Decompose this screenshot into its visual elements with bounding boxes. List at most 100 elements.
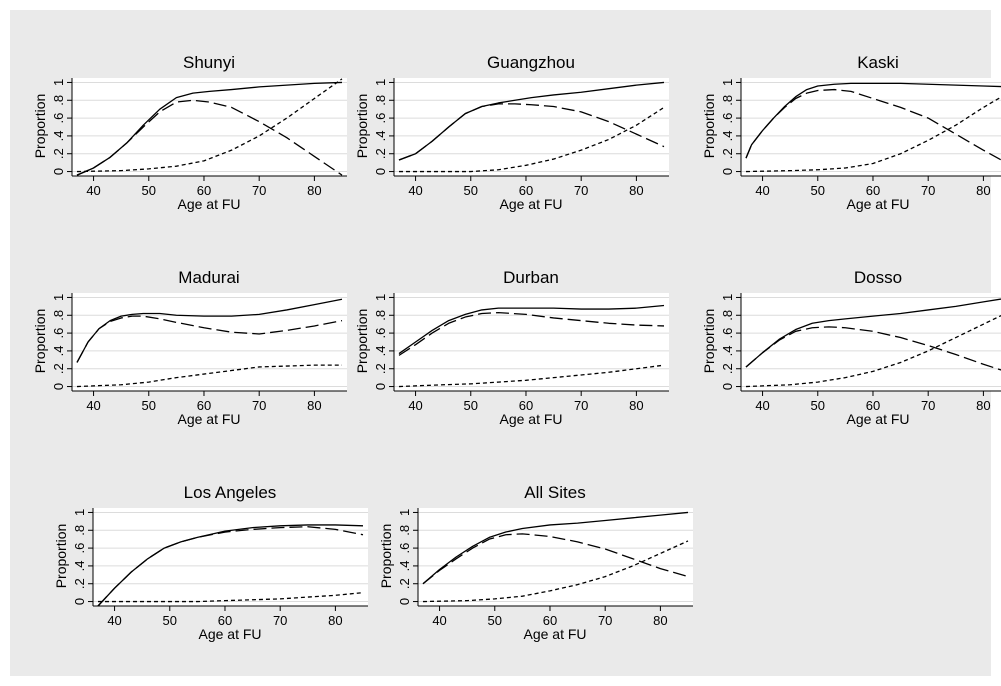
series-line-short-dash (76, 364, 342, 388)
x-axis-label: Age at FU (499, 196, 562, 212)
y-tick-label: .6 (720, 113, 735, 124)
y-tick-label: 0 (72, 598, 87, 605)
y-tick-label: .2 (51, 363, 66, 374)
x-tick-label: 60 (866, 398, 880, 413)
panel-guangzhou: Guangzhou 0 .2 .4 .6 .8 1 40 50 60 70 80 Proportio… (354, 53, 669, 212)
y-tick-label: 1 (373, 294, 388, 301)
x-tick-label: 50 (488, 613, 502, 628)
plot-area: 0 .2 .4 .6 .8 1 40 50 60 70 80 (51, 293, 347, 413)
series-line-short-dash (76, 78, 343, 173)
plot-background (72, 78, 347, 176)
series-line-long-dash (422, 533, 689, 585)
x-tick-label: 60 (218, 613, 232, 628)
panel-title: Madurai (178, 268, 239, 287)
x-tick-label: 70 (273, 613, 287, 628)
panel-title: Kaski (857, 53, 899, 72)
y-tick-label: 1 (720, 294, 735, 301)
series-line-short-dash (745, 314, 1001, 388)
x-tick-label: 40 (86, 183, 100, 198)
x-tick-label: 50 (811, 398, 825, 413)
y-tick-label: .8 (72, 525, 87, 536)
series-line-long-dash (76, 99, 343, 176)
y-tick-label: .2 (373, 148, 388, 159)
x-tick-label: 60 (543, 613, 557, 628)
series-line-solid (422, 511, 689, 585)
series-line-long-dash (97, 526, 364, 607)
panel-title: All Sites (524, 483, 585, 502)
x-tick-label: 40 (432, 613, 446, 628)
x-tick-label: 60 (866, 183, 880, 198)
series-line-solid (398, 304, 665, 355)
y-tick-label: 0 (373, 383, 388, 390)
plot-background (394, 293, 669, 391)
y-tick-label: .6 (51, 328, 66, 339)
panel-title: Durban (503, 268, 559, 287)
panel-all-sites: All Sites 0 .2 .4 .6 .8 1 40 50 60 70 80 Proportio… (378, 483, 693, 642)
y-tick-label: .2 (397, 578, 412, 589)
y-tick-label: .8 (51, 310, 66, 321)
plot-area: 0 .2 .4 .6 .8 1 40 50 60 70 80 (720, 293, 1001, 413)
x-tick-label: 40 (107, 613, 121, 628)
panel-title: Los Angeles (184, 483, 277, 502)
series-line-long-dash (76, 315, 343, 363)
y-tick-label: 1 (51, 79, 66, 86)
y-tick-label: .2 (720, 363, 735, 374)
y-axis-label: Proportion (53, 524, 69, 589)
x-tick-label: 40 (755, 398, 769, 413)
y-tick-label: 0 (51, 383, 66, 390)
series-line-long-dash (745, 326, 1001, 371)
x-tick-label: 80 (653, 613, 667, 628)
y-tick-label: 0 (720, 168, 735, 175)
plot-area: 0 .2 .4 .6 .8 1 40 50 60 70 80 (72, 508, 368, 628)
x-axis-label: Age at FU (177, 411, 240, 427)
y-axis-label: Proportion (701, 309, 717, 374)
x-tick-label: 80 (307, 183, 321, 198)
x-tick-label: 80 (629, 398, 643, 413)
plot-area: 0 .2 .4 .6 .8 1 40 50 60 70 80 (373, 78, 669, 198)
y-tick-label: .8 (51, 95, 66, 106)
plot-background (741, 78, 1001, 176)
y-axis-label: Proportion (32, 94, 48, 159)
x-axis-label: Age at FU (523, 626, 586, 642)
x-tick-label: 70 (252, 398, 266, 413)
y-axis-label: Proportion (378, 524, 394, 589)
panel-durban: Durban 0 .2 .4 .6 .8 1 40 50 60 70 80 Proportion A… (354, 268, 669, 427)
panel-title: Dosso (854, 268, 902, 287)
panel-kaski: Kaski 0 .2 .4 .6 .8 1 40 50 60 70 80 Proportion Ag… (701, 53, 1001, 212)
y-tick-label: 1 (51, 294, 66, 301)
panel-title: Guangzhou (487, 53, 575, 72)
x-tick-label: 50 (811, 183, 825, 198)
series-line-short-dash (422, 540, 689, 603)
x-tick-label: 60 (197, 398, 211, 413)
x-tick-label: 40 (755, 183, 769, 198)
y-tick-label: .6 (72, 543, 87, 554)
x-tick-label: 50 (142, 183, 156, 198)
x-tick-label: 80 (629, 183, 643, 198)
plot-area: 0 .2 .4 .6 .8 1 40 50 60 70 80 (720, 78, 1001, 198)
x-tick-label: 70 (574, 183, 588, 198)
y-tick-label: .6 (373, 113, 388, 124)
y-tick-label: .2 (72, 578, 87, 589)
x-tick-label: 50 (464, 398, 478, 413)
y-tick-label: .6 (51, 113, 66, 124)
x-tick-label: 60 (519, 183, 533, 198)
plot-background (741, 293, 1001, 391)
x-tick-label: 80 (307, 398, 321, 413)
series-line-short-dash (399, 106, 665, 173)
y-tick-label: .6 (373, 328, 388, 339)
y-tick-label: 1 (373, 79, 388, 86)
y-tick-label: .4 (51, 345, 66, 356)
series-line-short-dash (398, 364, 665, 388)
x-tick-label: 70 (921, 183, 935, 198)
series-line-long-dash (398, 103, 665, 161)
x-tick-label: 80 (328, 613, 342, 628)
y-tick-label: .2 (720, 148, 735, 159)
plot-background (394, 78, 669, 176)
y-tick-label: .4 (373, 130, 388, 141)
y-tick-label: .6 (397, 543, 412, 554)
series-line-long-dash (745, 88, 1001, 161)
y-tick-label: .4 (720, 130, 735, 141)
y-axis-label: Proportion (32, 309, 48, 374)
y-axis-label: Proportion (354, 309, 370, 374)
